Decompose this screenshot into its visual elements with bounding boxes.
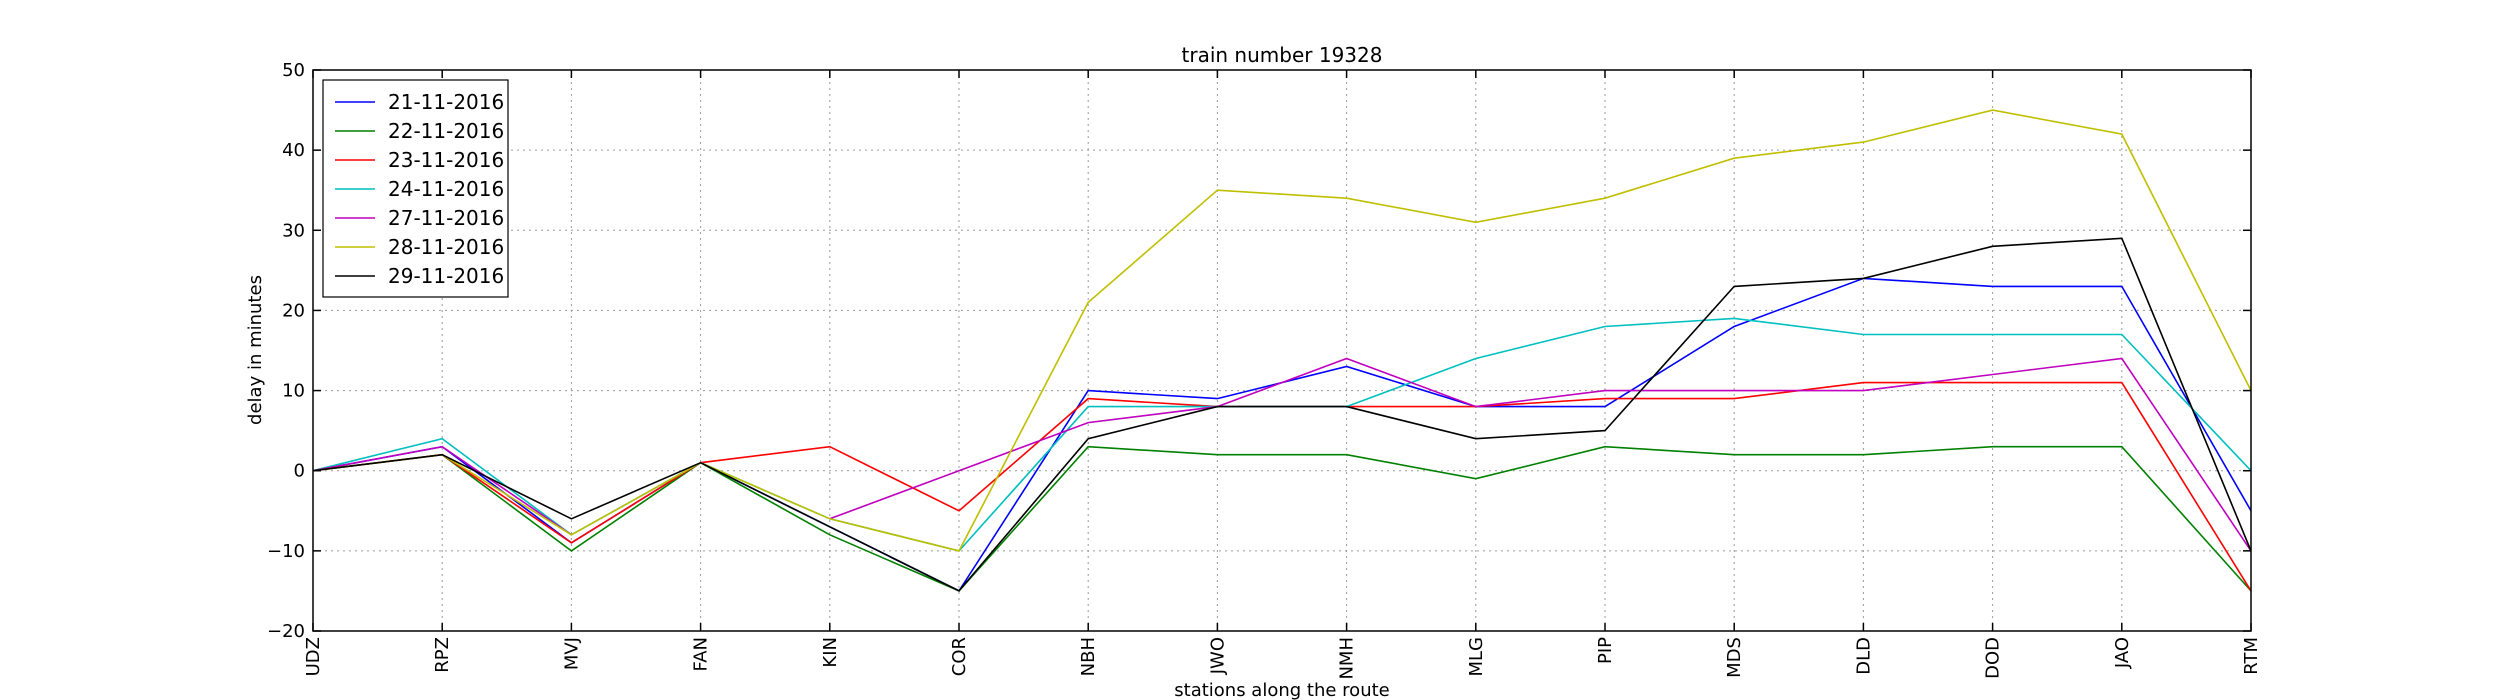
plot-frame xyxy=(312,69,2252,632)
y-tick-label: 10 xyxy=(282,381,305,402)
x-tick-label: DLD xyxy=(1853,637,1874,675)
legend-label: 28-11-2016 xyxy=(388,235,504,259)
ticks: −20 −10 0 10 20 30 40 50 UDZ RPZ MVJ FAN KIN COR NBH JW… xyxy=(267,60,2262,680)
legend-label: 22-11-2016 xyxy=(388,119,504,143)
x-tick-label: JWO xyxy=(1207,637,1228,675)
x-tick-label: FAN xyxy=(691,637,712,671)
y-tick-label: 40 xyxy=(282,140,305,161)
y-tick-label: 20 xyxy=(282,300,305,321)
x-tick-label: DOD xyxy=(1983,637,2004,679)
series-line xyxy=(312,277,2252,592)
y-tick-label: 50 xyxy=(282,60,305,81)
x-tick-label: JAO xyxy=(2112,637,2133,669)
x-tick-label: UDZ xyxy=(303,637,324,676)
legend-label: 21-11-2016 xyxy=(388,90,504,114)
grid xyxy=(313,70,2251,631)
series-line xyxy=(312,381,2252,592)
series-line xyxy=(312,357,2252,552)
x-tick-label: RPZ xyxy=(432,637,453,673)
x-axis-label: stations along the route xyxy=(1174,680,1389,700)
series-line xyxy=(312,445,2252,592)
legend: 21-11-2016 22-11-2016 23-11-2016 24-11-2016… xyxy=(322,79,509,298)
x-tick-label: MLG xyxy=(1466,637,1487,677)
series-line xyxy=(312,109,2252,552)
legend-label: 24-11-2016 xyxy=(388,177,504,201)
legend-label: 29-11-2016 xyxy=(388,264,504,288)
y-tick-label: −20 xyxy=(267,621,305,642)
y-axis-label: delay in minutes xyxy=(245,275,266,425)
legend-label: 27-11-2016 xyxy=(388,206,504,230)
x-tick-label: MDS xyxy=(1724,637,1745,678)
y-tick-label: −10 xyxy=(267,541,305,562)
x-tick-label: MVJ xyxy=(561,637,582,670)
y-tick-label: 30 xyxy=(282,220,305,241)
x-tick-label: KIN xyxy=(820,637,841,668)
x-tick-label: RTM xyxy=(2241,637,2262,675)
x-tick-label: NMH xyxy=(1337,637,1358,680)
x-tick-label: NBH xyxy=(1078,637,1099,676)
x-tick-label: COR xyxy=(949,637,970,676)
x-tick-label: PIP xyxy=(1595,637,1616,664)
legend-label: 23-11-2016 xyxy=(388,148,504,172)
chart-title: train number 19328 xyxy=(1182,43,1383,67)
y-tick-label: 0 xyxy=(294,461,305,482)
series-lines xyxy=(312,109,2252,592)
series-line xyxy=(312,237,2252,592)
